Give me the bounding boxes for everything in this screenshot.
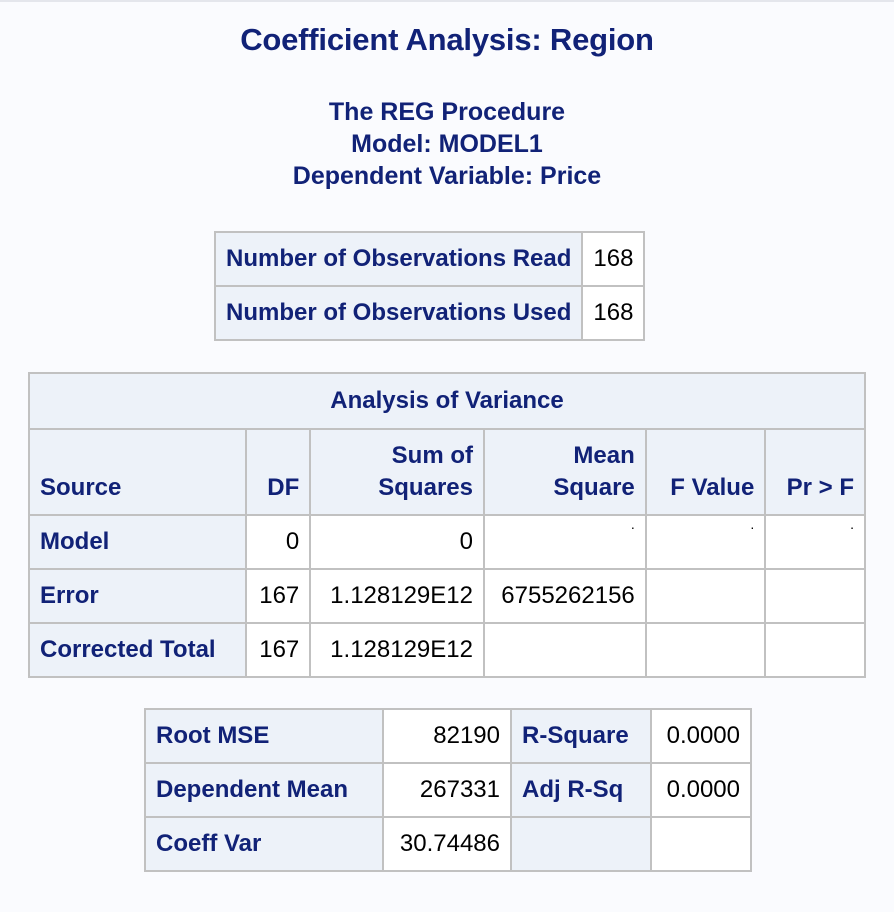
observations-table: Number of Observations Read 168 Number o… xyxy=(213,231,646,341)
table-cell: . xyxy=(764,514,866,570)
row-header: Number of Observations Used xyxy=(213,285,584,341)
column-header: Source xyxy=(27,428,248,516)
dependent-variable: Dependent Variable: Price xyxy=(292,162,602,190)
table-cell: 167 xyxy=(245,568,312,624)
table-header-row: Source DF Sum of Squares Mean Square F Val… xyxy=(27,428,866,516)
row-header: Coeff Var xyxy=(144,816,384,872)
column-header: DF xyxy=(245,428,312,516)
table-cell: 0 xyxy=(309,514,485,570)
row-header: Root MSE xyxy=(144,708,384,764)
table-cell: 267331 xyxy=(382,762,512,818)
top-divider xyxy=(0,0,894,2)
fit-statistics-table: Root MSE 82190 R-Square 0.0000 Dependent… xyxy=(144,708,752,872)
table-cell xyxy=(764,568,866,624)
row-header: Error xyxy=(27,568,248,624)
model-name: Model: MODEL1 xyxy=(351,130,543,158)
row-header: Dependent Mean xyxy=(144,762,384,818)
table-cell: 82190 xyxy=(382,708,512,764)
column-header: Sum of Squares xyxy=(309,428,485,516)
row-header: Number of Observations Read xyxy=(213,231,584,287)
column-header: F Value xyxy=(644,428,767,516)
table-row: Number of Observations Used 168 xyxy=(213,285,646,341)
table-cell: 6755262156 xyxy=(482,568,647,624)
table-cell: 167 xyxy=(245,622,312,678)
table-cell: 0.0000 xyxy=(650,708,752,764)
table-cell: 30.74486 xyxy=(382,816,512,872)
table-row: Number of Observations Read 168 xyxy=(213,231,646,287)
table-cell xyxy=(644,568,767,624)
anova-table: Analysis of Variance Source DF Sum of Squ… xyxy=(27,372,866,678)
table-cell: 168 xyxy=(581,285,646,341)
row-header: Corrected Total xyxy=(27,622,248,678)
row-header xyxy=(510,816,652,872)
table-cell xyxy=(650,816,752,872)
row-header: R-Square xyxy=(510,708,652,764)
table-cell: . xyxy=(482,514,647,570)
column-header: Mean Square xyxy=(482,428,647,516)
page-title: Coefficient Analysis: Region xyxy=(240,22,654,57)
table-row: Coeff Var 30.74486 xyxy=(144,816,752,872)
table-cell: 168 xyxy=(581,231,646,287)
table-cell: . xyxy=(644,514,767,570)
table-cell xyxy=(482,622,647,678)
table-row: Dependent Mean 267331 Adj R-Sq 0.0000 xyxy=(144,762,752,818)
table-caption: Analysis of Variance xyxy=(28,372,866,430)
table-cell xyxy=(644,622,767,678)
table-row: Error 167 1.128129E12 6755262156 xyxy=(27,568,866,624)
row-header: Model xyxy=(27,514,248,570)
row-header: Adj R-Sq xyxy=(510,762,652,818)
table-cell xyxy=(764,622,866,678)
table-cell: 1.128129E12 xyxy=(309,568,485,624)
table-cell: 0 xyxy=(245,514,312,570)
column-header: Pr > F xyxy=(764,428,866,516)
table-row: Root MSE 82190 R-Square 0.0000 xyxy=(144,708,752,764)
table-row: Model 0 0 . . . xyxy=(27,514,866,570)
table-row: Corrected Total 167 1.128129E12 xyxy=(27,622,866,678)
table-cell: 0.0000 xyxy=(650,762,752,818)
table-caption-row: Analysis of Variance xyxy=(28,372,866,430)
table-cell: 1.128129E12 xyxy=(309,622,485,678)
procedure-name: The REG Procedure xyxy=(328,98,566,126)
